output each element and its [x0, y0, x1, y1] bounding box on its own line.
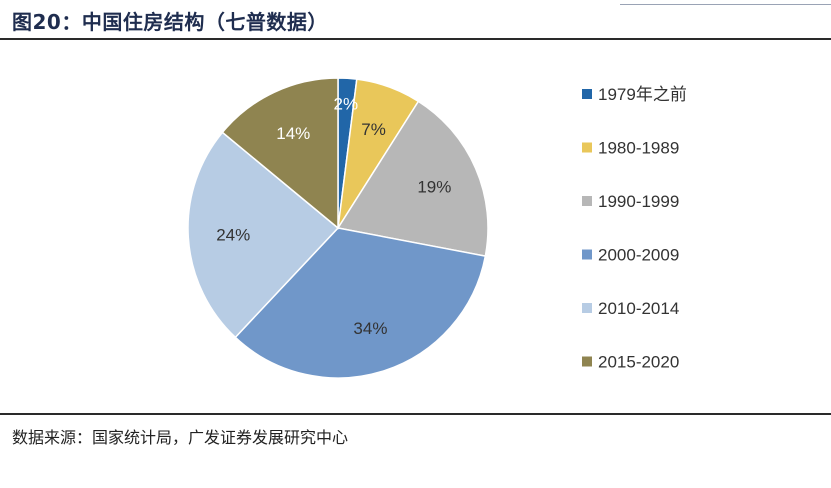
pie-data-label-4: 34%: [353, 319, 387, 338]
legend-label-3: 1990-1999: [598, 192, 679, 211]
chart-title: 图20：中国住房结构（七普数据）: [12, 10, 328, 34]
pie-slice-3: [336, 100, 489, 257]
legend-swatch-4: [582, 249, 592, 260]
source-note: 数据来源：国家统计局，广发证券发展研究中心: [12, 428, 349, 447]
title-divider: [0, 38, 831, 40]
legend-label-2: 1980-1989: [598, 139, 679, 158]
pie-slice-5: [187, 131, 340, 339]
chart-area: 2% 7% 19% 34% 24% 14% 1979年之前 1980-1989 1990-19…: [0, 40, 831, 412]
legend-swatch-6: [582, 356, 592, 367]
source-divider: [0, 413, 831, 415]
pie-data-label-1: 2%: [334, 95, 359, 114]
title-bar: 图20：中国住房结构（七普数据）: [0, 0, 831, 38]
title-accent-line: [620, 4, 831, 5]
legend-swatch-5: [582, 303, 592, 313]
legend-swatch-1: [582, 89, 592, 99]
legend-label-5: 2010-2014: [598, 299, 679, 318]
legend-label-4: 2000-2009: [598, 246, 679, 265]
pie-data-label-2: 7%: [361, 120, 386, 139]
pie-data-labels: 2%7% 19% 34% 24% 14%: [216, 95, 451, 338]
pie-slice-6: [221, 77, 339, 230]
legend-swatch-2: [582, 142, 592, 153]
pie-slices: [187, 77, 489, 379]
pie-data-label-6: 14%: [276, 124, 310, 143]
pie-chart: 2%7% 19% 34% 24% 14% 1979年之前 1980-1989 1990-19…: [187, 77, 687, 379]
pie-slice-4: [234, 227, 487, 379]
legend-label-1: 1979年之前: [598, 85, 687, 104]
pie-data-label-3: 19%: [417, 177, 451, 196]
legend-swatch-3: [582, 196, 592, 206]
legend: 1979年之前 1980-1989 1990-1999 2000-2009 2010-2…: [582, 85, 687, 372]
legend-label-6: 2015-2020: [598, 353, 679, 372]
pie-data-label-5: 24%: [216, 226, 250, 245]
